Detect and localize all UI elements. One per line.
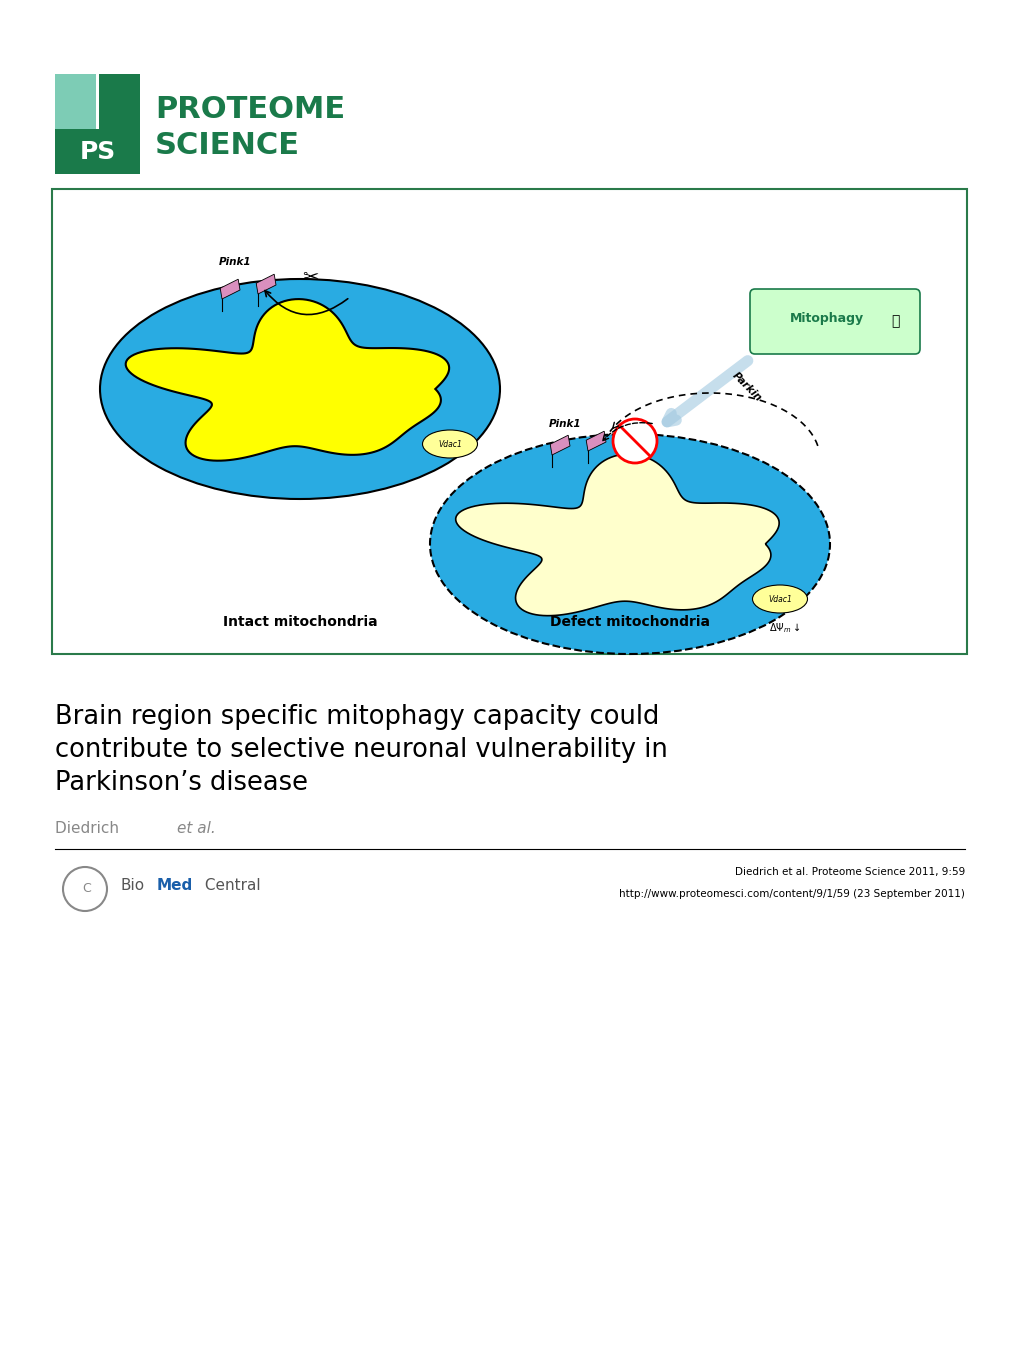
Text: Pink1: Pink1 [548, 419, 581, 429]
Circle shape [612, 419, 656, 463]
Text: C: C [83, 882, 92, 896]
FancyBboxPatch shape [749, 289, 919, 353]
FancyBboxPatch shape [52, 189, 966, 654]
FancyArrowPatch shape [666, 360, 747, 421]
Polygon shape [125, 299, 448, 461]
Text: SCIENCE: SCIENCE [155, 132, 300, 160]
FancyBboxPatch shape [55, 129, 140, 174]
Text: 🗑: 🗑 [891, 314, 899, 329]
Polygon shape [256, 275, 276, 294]
Text: Vdac1: Vdac1 [437, 439, 462, 448]
Text: PROTEOME: PROTEOME [155, 95, 344, 124]
Polygon shape [586, 431, 605, 451]
Text: Vdac1: Vdac1 [767, 594, 791, 603]
Text: $\Delta\Psi_m\downarrow$: $\Delta\Psi_m\downarrow$ [768, 621, 800, 635]
Text: ✂: ✂ [302, 268, 318, 287]
Text: Pink1: Pink1 [218, 257, 251, 266]
Text: Bio: Bio [120, 878, 144, 893]
Text: Med: Med [157, 878, 193, 893]
Text: Mitophagy: Mitophagy [789, 313, 863, 325]
Ellipse shape [422, 429, 477, 458]
FancyBboxPatch shape [55, 73, 96, 129]
Polygon shape [455, 454, 779, 616]
Text: Parkin: Parkin [730, 371, 762, 404]
Text: et al.: et al. [177, 821, 216, 836]
Text: Diedrich et al. Proteome Science 2011, 9:59: Diedrich et al. Proteome Science 2011, 9… [734, 867, 964, 877]
Ellipse shape [100, 279, 499, 499]
Ellipse shape [430, 434, 829, 654]
Text: Central: Central [200, 878, 261, 893]
Polygon shape [220, 279, 239, 299]
FancyBboxPatch shape [99, 73, 140, 129]
Ellipse shape [752, 584, 807, 613]
Text: Brain region specific mitophagy capacity could
contribute to selective neuronal : Brain region specific mitophagy capacity… [55, 704, 667, 796]
Text: http://www.proteomesci.com/content/9/1/59 (23 September 2011): http://www.proteomesci.com/content/9/1/5… [619, 889, 964, 900]
Text: Defect mitochondria: Defect mitochondria [549, 616, 709, 629]
Polygon shape [549, 435, 570, 455]
Text: PS: PS [79, 140, 115, 164]
Text: Intact mitochondria: Intact mitochondria [222, 616, 377, 629]
Text: Diedrich: Diedrich [55, 821, 123, 836]
